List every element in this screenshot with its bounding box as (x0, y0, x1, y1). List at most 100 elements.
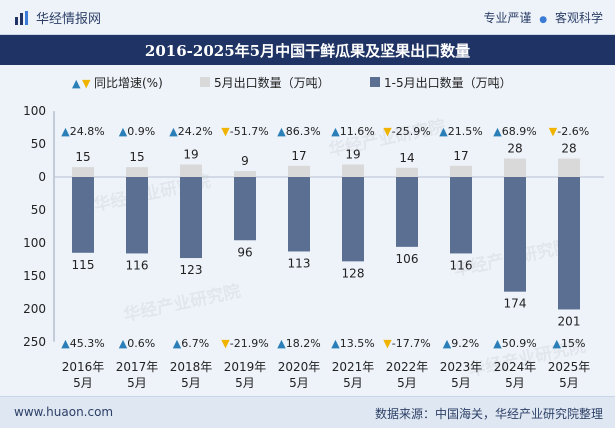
slogan: 专业严谨 ● 客观科学 (483, 9, 603, 26)
bar-cumulative (558, 177, 580, 310)
bar-may (180, 164, 202, 177)
y-tick-label: 50 (31, 203, 46, 217)
bar-may (288, 165, 310, 177)
legend-label-cumulative: 1-5月出口数量（万吨） (384, 75, 512, 90)
brand-logo-icon (15, 10, 28, 25)
slogan-left: 专业严谨 (483, 11, 532, 25)
y-tick-label: 100 (23, 104, 46, 118)
value-label-cumulative: 106 (396, 252, 419, 266)
x-tick-label-year: 2020年 (278, 360, 321, 374)
growth-label-may: ▲24.2% (169, 125, 212, 138)
y-tick-label: 200 (23, 302, 46, 316)
value-label-may: 28 (561, 142, 576, 156)
growth-label-may: ▲68.9% (493, 125, 536, 138)
legend-down-arrow: ▼ (82, 77, 91, 90)
value-label-may: 19 (345, 147, 360, 161)
legend-label-growth: 同比增速(%) (94, 76, 163, 90)
footer-source: 数据来源：中国海关，华经产业研究院整理 (374, 407, 603, 421)
bar-may (234, 171, 256, 177)
bar-may (504, 158, 526, 177)
growth-label-cumulative: ▲50.9% (493, 337, 536, 350)
value-label-cumulative: 113 (288, 256, 311, 270)
growth-label-cumulative: ▲15% (553, 337, 586, 350)
value-label-cumulative: 174 (504, 297, 527, 311)
chart: 华经产业研究院华经产业研究院华经产业研究院华经产业研究院华经产业研究院 ▲▼同比… (23, 75, 604, 390)
value-label-cumulative: 96 (237, 245, 252, 259)
growth-label-cumulative: ▲9.2% (443, 337, 479, 350)
value-label-may: 14 (399, 151, 414, 165)
value-label-cumulative: 115 (72, 258, 95, 272)
legend-up-arrow: ▲ (72, 77, 81, 90)
x-tick-label-month: 5月 (559, 376, 579, 390)
growth-label-may: ▲86.3% (277, 125, 320, 138)
bar-cumulative (126, 177, 148, 254)
x-tick-label-year: 2023年 (440, 360, 483, 374)
growth-label-cumulative: ▲0.6% (119, 337, 155, 350)
x-tick-label-year: 2017年 (116, 360, 159, 374)
y-tick-label: 0 (38, 170, 46, 184)
bars (72, 158, 580, 310)
value-label-may: 17 (291, 149, 306, 163)
growth-label-may: ▲21.5% (439, 125, 482, 138)
y-tick-label: 50 (31, 137, 46, 151)
footer: www.huaon.com 数据来源：中国海关，华经产业研究院整理 (0, 396, 615, 428)
y-tick-label: 250 (23, 335, 46, 349)
slogan-separator: ● (539, 15, 548, 25)
value-label-cumulative: 123 (180, 263, 203, 277)
legend-label-may: 5月出口数量（万吨） (214, 75, 330, 90)
legend-swatch-may (200, 77, 210, 87)
growth-label-cumulative: ▼-17.7% (383, 337, 430, 350)
x-tick-label-year: 2022年 (386, 360, 429, 374)
bar-may (72, 167, 94, 177)
x-tick-label-month: 5月 (235, 376, 255, 390)
watermark-text: 华经产业研究院 (122, 281, 243, 326)
x-tick-label-year: 2025年 (548, 360, 591, 374)
x-tick-label-month: 5月 (289, 376, 309, 390)
growth-label-cumulative: ▼-21.9% (221, 337, 268, 350)
bar-may (342, 164, 364, 177)
growth-label-cumulative: ▲45.3% (61, 337, 104, 350)
footer-url: www.huaon.com (14, 405, 114, 419)
growth-label-may: ▲24.8% (61, 125, 104, 138)
value-label-may: 15 (75, 150, 90, 164)
growth-label-cumulative: ▲18.2% (277, 337, 320, 350)
bar-cumulative (396, 177, 418, 247)
value-label-cumulative: 116 (450, 258, 473, 272)
x-tick-label-month: 5月 (181, 376, 201, 390)
value-label-may: 19 (183, 147, 198, 161)
x-tick-label-year: 2016年 (62, 360, 105, 374)
x-tick-label-year: 2018年 (170, 360, 213, 374)
growth-label-may: ▲11.6% (331, 125, 374, 138)
brand: 华经情报网 (14, 8, 101, 27)
value-label-may: 15 (129, 150, 144, 164)
chart-title: 2016-2025年5月中国干鲜瓜果及坚果出口数量 (144, 41, 471, 60)
bar-cumulative (180, 177, 202, 259)
growth-label-cumulative: ▲13.5% (331, 337, 374, 350)
value-label-may: 9 (241, 154, 249, 168)
growth-label-may: ▼-2.6% (549, 125, 589, 138)
x-tick-label-month: 5月 (505, 376, 525, 390)
value-label-cumulative: 116 (126, 258, 149, 272)
top-bar: 华经情报网 专业严谨 ● 客观科学 (0, 0, 615, 35)
growth-label-cumulative: ▲6.7% (173, 337, 209, 350)
value-label-cumulative: 128 (342, 266, 365, 280)
brand-name: 华经情报网 (36, 12, 102, 27)
bar-may (126, 167, 148, 177)
chart-title-band: 2016-2025年5月中国干鲜瓜果及坚果出口数量 (0, 35, 615, 65)
bar-cumulative (342, 177, 364, 262)
bar-may (396, 167, 418, 177)
y-tick-label: 150 (23, 269, 46, 283)
legend: ▲ ▼ 同比增速(%) 5月出口数量（万吨） 1-5月出口数量（万吨） (72, 75, 512, 90)
value-label-may: 28 (507, 142, 522, 156)
slogan-right: 客观科学 (554, 11, 603, 25)
x-tick-label-month: 5月 (127, 376, 147, 390)
bar-cumulative (234, 177, 256, 241)
growth-label-may: ▼-25.9% (383, 125, 430, 138)
x-tick-label-month: 5月 (73, 376, 93, 390)
x-tick-label-year: 2024年 (494, 360, 537, 374)
value-label-may: 17 (453, 149, 468, 163)
x-tick-label-month: 5月 (451, 376, 471, 390)
x-tick-label-year: 2019年 (224, 360, 267, 374)
bar-cumulative (288, 177, 310, 252)
growth-label-may: ▲0.9% (119, 125, 155, 138)
